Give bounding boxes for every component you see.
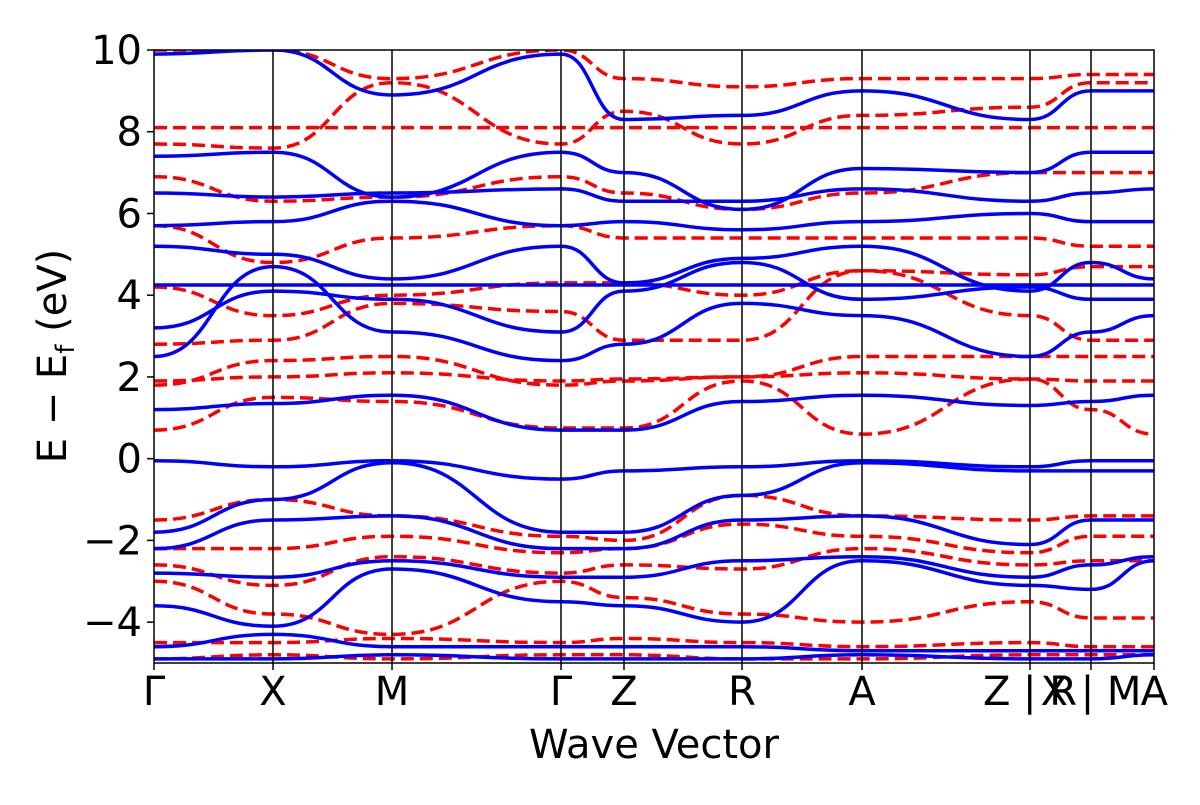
y-tick-label: −2: [83, 518, 142, 564]
plot-frame: [153, 49, 1155, 664]
y-axis-label-main: E − E: [30, 354, 76, 464]
x-tick-label: A: [1141, 669, 1169, 715]
y-axis-label-unit: (eV): [30, 249, 76, 345]
dashed-band-8: [154, 80, 1154, 150]
x-tick-label: Γ: [550, 669, 573, 715]
x-tick-label: Γ: [143, 669, 166, 715]
y-ticks: −4 −2 0 2 4 6 8 10: [83, 28, 154, 646]
x-tick-label: M: [375, 669, 410, 715]
solid-band-8: [154, 187, 1154, 203]
solid-band-7: [154, 199, 1154, 232]
y-tick-label: 0: [117, 437, 142, 483]
solid-band-2: [154, 461, 1154, 534]
solid-band-14: [154, 632, 1154, 653]
solid-band-10: [154, 50, 1154, 122]
y-axis-label: E − Ef (eV): [30, 249, 81, 464]
x-tick-label: Z: [610, 669, 637, 715]
x-tick-label: A: [848, 669, 876, 715]
x-tick-label: R: [728, 669, 756, 715]
y-axis-label-subscript: f: [51, 344, 81, 354]
y-tick-label: 10: [91, 28, 142, 74]
y-tick-label: 4: [117, 273, 142, 319]
solid-band-13: [154, 559, 1154, 628]
solid-band-4: [154, 264, 1154, 363]
y-tick-label: 6: [117, 191, 142, 237]
solid-band-11: [154, 514, 1154, 551]
dashed-band-5: [154, 264, 1154, 318]
bands-layer: [154, 50, 1154, 661]
dashed-band-4: [154, 268, 1154, 346]
solid-band-6: [154, 244, 1154, 293]
solid-band-12: [154, 554, 1154, 579]
x-tick-label: X | M: [1041, 669, 1142, 715]
high-symmetry-lines: [272, 50, 1092, 663]
y-tick-label: −4: [83, 600, 142, 646]
x-tick-label: X: [259, 669, 286, 715]
solid-band-3: [154, 393, 1154, 432]
x-tick-label: Z | R: [983, 669, 1077, 715]
solid-band-15: [154, 653, 1154, 661]
dashed-band-12: [154, 546, 1154, 588]
y-tick-label: 8: [117, 110, 142, 156]
x-axis-label: Wave Vector: [529, 722, 780, 768]
dashed-band-7: [154, 170, 1154, 212]
y-tick-label: 2: [117, 355, 142, 401]
